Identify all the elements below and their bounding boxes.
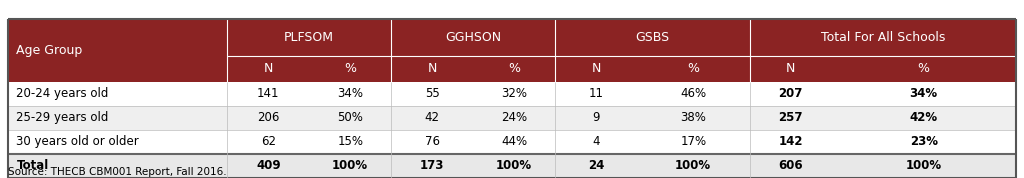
Text: 257: 257 — [778, 111, 803, 124]
Text: 20-24 years old: 20-24 years old — [16, 87, 109, 100]
Text: 25-29 years old: 25-29 years old — [16, 111, 109, 124]
Text: GGHSON: GGHSON — [445, 31, 501, 44]
Text: 141: 141 — [257, 87, 280, 100]
Text: 4: 4 — [592, 135, 600, 148]
Text: 62: 62 — [261, 135, 275, 148]
Text: 23%: 23% — [909, 135, 938, 148]
Bar — [8, 19, 1016, 82]
Text: N: N — [591, 62, 601, 75]
Text: 46%: 46% — [680, 87, 707, 100]
Text: 17%: 17% — [680, 135, 707, 148]
Text: Total For All Schools: Total For All Schools — [820, 31, 945, 44]
Text: 11: 11 — [589, 87, 603, 100]
Text: 32%: 32% — [501, 87, 527, 100]
Text: 24: 24 — [588, 159, 604, 172]
Bar — [8, 130, 1016, 154]
Text: 42%: 42% — [909, 111, 938, 124]
Bar — [8, 106, 1016, 130]
Text: 34%: 34% — [337, 87, 364, 100]
Text: 55: 55 — [425, 87, 439, 100]
Text: 606: 606 — [778, 159, 803, 172]
Text: 409: 409 — [256, 159, 281, 172]
Text: 100%: 100% — [332, 159, 369, 172]
Text: N: N — [427, 62, 437, 75]
Text: 173: 173 — [420, 159, 444, 172]
Text: %: % — [918, 62, 930, 75]
Text: 24%: 24% — [501, 111, 527, 124]
Text: 100%: 100% — [905, 159, 942, 172]
Text: 38%: 38% — [680, 111, 707, 124]
Text: N: N — [785, 62, 796, 75]
Text: 76: 76 — [425, 135, 439, 148]
Text: Source: THECB CBM001 Report, Fall 2016.: Source: THECB CBM001 Report, Fall 2016. — [8, 167, 227, 177]
Bar — [8, 82, 1016, 106]
Text: GSBS: GSBS — [635, 31, 670, 44]
Bar — [8, 154, 1016, 178]
Text: 42: 42 — [425, 111, 439, 124]
Text: 50%: 50% — [337, 111, 364, 124]
Text: 44%: 44% — [501, 135, 527, 148]
Text: %: % — [687, 62, 699, 75]
Text: Age Group: Age Group — [16, 44, 83, 57]
Text: 30 years old or older: 30 years old or older — [16, 135, 139, 148]
Text: N: N — [263, 62, 273, 75]
Text: 206: 206 — [257, 111, 280, 124]
Text: 100%: 100% — [675, 159, 712, 172]
Text: 142: 142 — [778, 135, 803, 148]
Text: 9: 9 — [592, 111, 600, 124]
Text: %: % — [344, 62, 356, 75]
Text: PLFSOM: PLFSOM — [285, 31, 334, 44]
Text: %: % — [508, 62, 520, 75]
Text: 15%: 15% — [337, 135, 364, 148]
Text: 100%: 100% — [496, 159, 532, 172]
Text: 207: 207 — [778, 87, 803, 100]
Text: Total: Total — [16, 159, 48, 172]
Text: 34%: 34% — [909, 87, 938, 100]
